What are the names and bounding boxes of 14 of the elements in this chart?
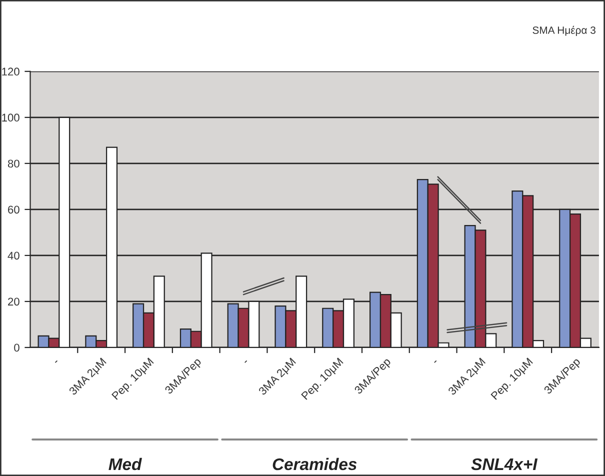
text: Ceramides	[272, 458, 357, 470]
chart-title: SMA Ημέρα 3	[532, 26, 596, 36]
x-tick-label: -	[54, 360, 58, 363]
y-tick-label: 0	[14, 344, 20, 352]
y-tick-label: 100	[2, 114, 20, 122]
y-tick-label: 60	[8, 206, 20, 214]
x-tick-label: -	[434, 360, 437, 363]
y-tick-label: 20	[8, 298, 20, 306]
x-tick-label: -	[244, 360, 248, 363]
y-tick-label: 80	[8, 160, 20, 168]
y-tick-label: 120	[2, 68, 20, 76]
text: Med	[108, 458, 142, 470]
text: SNL4x+I	[471, 458, 538, 470]
y-tick-label: 40	[8, 252, 20, 260]
